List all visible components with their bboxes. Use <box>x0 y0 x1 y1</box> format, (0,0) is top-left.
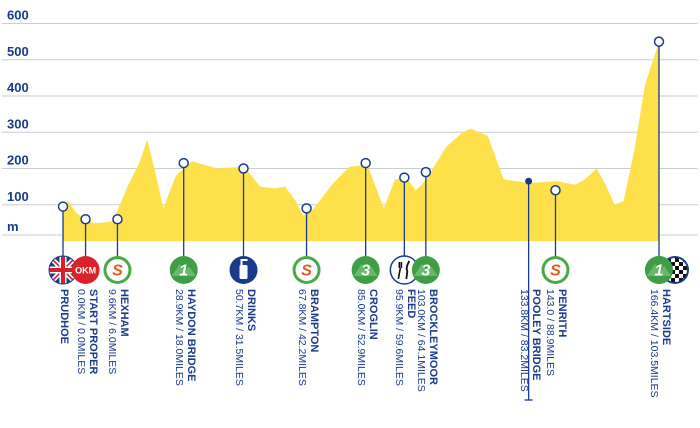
y-tick-label-300: 300 <box>7 116 29 131</box>
waypoint-distance: 28.9KM / 18.0MILES <box>173 289 185 386</box>
waypoint-marker <box>80 214 91 225</box>
waypoint-marker <box>57 201 69 212</box>
waypoint-name: HAYDON BRIDGE <box>185 289 197 382</box>
y-tick-label-200: 200 <box>7 153 29 168</box>
kom-cat3-icon: 3 <box>351 256 380 284</box>
waypoint-name: PENRITH <box>556 289 568 338</box>
waypoint-distance: 143.0 / 88.9MILES <box>544 289 556 376</box>
waypoint-label: BRAMPTON 67.8KM / 42.2MILES <box>296 289 320 386</box>
waypoint-label: HARTSIDE 166.4KM / 103.5MILES <box>648 289 672 398</box>
waypoint-distance: 9.6KM / 6.0MILES <box>106 289 118 375</box>
waypoint-distance: 133.8KM / 83.2MILES <box>518 289 530 392</box>
y-tick-label-600: 600 <box>7 8 29 23</box>
okm-icon: OKM <box>71 256 100 284</box>
waypoint-distance: 166.4KM / 103.5MILES <box>648 289 660 398</box>
waypoint-name: CROGLIN <box>367 289 379 340</box>
waypoint-distance: 50.7KM / 31.5MILES <box>233 289 245 386</box>
waypoint-marker <box>420 166 432 178</box>
waypoint-name: BRAMPTON <box>308 289 320 353</box>
waypoint-label: HAYDON BRIDGE 28.9KM / 18.0MILES <box>173 289 197 386</box>
waypoint-marker <box>301 203 312 214</box>
y-tick-label-400: 400 <box>7 80 29 95</box>
kom-cat3-icon: 3 <box>411 256 440 284</box>
svg-text:3: 3 <box>421 263 430 280</box>
kom-cat1-icon: 1 <box>169 256 198 284</box>
waypoint-label: BROCKLEYMOOR 103.0KM / 64.1MILES <box>415 289 439 392</box>
y-tick-label-500: 500 <box>7 44 29 59</box>
y-tick-label-100: 100 <box>7 189 29 204</box>
waypoint-name: HARTSIDE <box>660 289 672 346</box>
waypoint-marker <box>399 172 410 183</box>
waypoint-distance: 95.9KM / 59.6MILES <box>393 289 405 386</box>
sprint-icon: S <box>541 256 570 284</box>
bottle-icon <box>229 256 258 284</box>
waypoint-name: HEXHAM <box>118 289 130 337</box>
waypoint-marker <box>360 157 371 169</box>
svg-text:S: S <box>301 263 312 280</box>
uk-flag-icon <box>48 255 78 285</box>
waypoint-name: POOLEY BRIDGE <box>530 289 542 381</box>
svg-text:OKM: OKM <box>75 266 96 276</box>
waypoint-distance: 85.0KM / 52.9MILES <box>355 289 367 386</box>
waypoint-marker <box>550 185 561 196</box>
svg-text:1: 1 <box>179 263 188 280</box>
y-axis-labels: 100 200 300 400 500 600 m <box>7 8 29 235</box>
svg-text:S: S <box>112 263 123 280</box>
waypoint-marker <box>238 163 249 174</box>
waypoint-stems <box>57 36 665 401</box>
svg-text:S: S <box>550 263 561 280</box>
waypoint-label: DRINKS 50.7KM / 31.5MILES <box>233 289 257 386</box>
waypoint-label: PENRITH 143.0 / 88.9MILES <box>544 289 568 376</box>
waypoint-label: POOLEY BRIDGE 133.8KM / 83.2MILES <box>518 289 542 392</box>
waypoint-label: CROGLIN 85.0KM / 52.9MILES <box>355 289 379 386</box>
waypoint-name: BROCKLEYMOOR <box>427 289 439 385</box>
waypoint-marker <box>178 157 189 169</box>
waypoint-name: START PROPER <box>87 289 99 375</box>
elevation-area <box>63 41 659 241</box>
svg-text:3: 3 <box>361 263 370 280</box>
waypoint-name: DRINKS <box>245 289 257 332</box>
waypoint-label: HEXHAM 9.6KM / 6.0MILES <box>106 289 130 374</box>
waypoint-distance: 103.0KM / 64.1MILES <box>415 289 427 392</box>
waypoint-distance: 67.8KM / 42.2MILES <box>296 289 308 386</box>
waypoint-icons: OKMS1S33S11 <box>48 255 689 285</box>
waypoint-name: PRUDHOE <box>58 289 70 345</box>
waypoint-marker <box>653 36 665 47</box>
y-axis-unit-label: m <box>7 219 19 234</box>
kom-category-label: 1 <box>655 263 664 280</box>
waypoint-name: FEED <box>405 289 417 319</box>
waypoint-marker <box>525 177 533 185</box>
waypoint-distance: 0.0KM / 0.0MILES <box>75 289 87 375</box>
sprint-icon: S <box>103 256 132 284</box>
waypoint-marker <box>112 214 123 225</box>
waypoint-label: START PROPER 0.0KM / 0.0MILES <box>75 289 99 374</box>
sprint-icon: S <box>292 256 321 284</box>
waypoint-label: FEED 95.9KM / 59.6MILES <box>393 289 417 386</box>
waypoint-label: PRUDHOE <box>58 289 70 344</box>
